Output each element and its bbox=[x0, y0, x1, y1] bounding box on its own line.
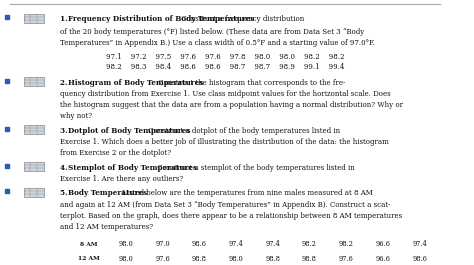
Text: Construct a frequency distribution: Construct a frequency distribution bbox=[179, 15, 304, 23]
Text: 1.: 1. bbox=[60, 15, 70, 23]
FancyBboxPatch shape bbox=[108, 237, 144, 251]
Text: Exercise 1. Which does a better job of illustrating the distribution of the data: Exercise 1. Which does a better job of i… bbox=[60, 138, 389, 146]
Text: 97.0: 97.0 bbox=[155, 240, 170, 248]
Text: 98.8: 98.8 bbox=[192, 255, 207, 263]
Text: 3.: 3. bbox=[60, 127, 70, 135]
Text: from Exercise 2 or the dotplot?: from Exercise 2 or the dotplot? bbox=[60, 149, 171, 157]
FancyBboxPatch shape bbox=[181, 251, 218, 265]
Text: Frequency Distribution of Body Temperatures: Frequency Distribution of Body Temperatu… bbox=[68, 15, 254, 23]
FancyBboxPatch shape bbox=[71, 237, 108, 251]
FancyBboxPatch shape bbox=[328, 251, 365, 265]
Text: 98.8: 98.8 bbox=[302, 255, 317, 263]
FancyBboxPatch shape bbox=[24, 77, 44, 86]
Text: 96.6: 96.6 bbox=[375, 255, 391, 263]
Text: 4.: 4. bbox=[60, 164, 70, 172]
FancyBboxPatch shape bbox=[24, 162, 44, 171]
Text: 98.0: 98.0 bbox=[118, 255, 133, 263]
Text: 97.4: 97.4 bbox=[228, 240, 244, 248]
Text: 8 AM: 8 AM bbox=[81, 242, 98, 247]
FancyBboxPatch shape bbox=[71, 251, 108, 265]
Text: Construct a stemplot of the body temperatures listed in: Construct a stemplot of the body tempera… bbox=[155, 164, 355, 172]
FancyBboxPatch shape bbox=[255, 251, 291, 265]
FancyBboxPatch shape bbox=[144, 237, 181, 251]
Text: 97.1    97.2    97.5    97.6    97.6    97.8    98.0    98.0    98.2    98.2: 97.1 97.2 97.5 97.6 97.6 97.8 98.0 98.0 … bbox=[106, 53, 345, 61]
Text: 97.4: 97.4 bbox=[265, 240, 280, 248]
FancyBboxPatch shape bbox=[291, 251, 328, 265]
Text: 98.6: 98.6 bbox=[412, 255, 427, 263]
Text: 98.8: 98.8 bbox=[265, 255, 280, 263]
Text: 98.0: 98.0 bbox=[118, 240, 133, 248]
Text: quency distribution from Exercise 1. Use class midpoint values for the horizonta: quency distribution from Exercise 1. Use… bbox=[60, 90, 390, 98]
Text: terplot. Based on the graph, does there appear to be a relationship between 8 AM: terplot. Based on the graph, does there … bbox=[60, 212, 402, 220]
Text: 98.0: 98.0 bbox=[228, 255, 244, 263]
FancyBboxPatch shape bbox=[365, 251, 401, 265]
FancyBboxPatch shape bbox=[401, 251, 438, 265]
FancyBboxPatch shape bbox=[401, 237, 438, 251]
Text: and 12 AM temperatures?: and 12 AM temperatures? bbox=[60, 223, 153, 231]
Text: Construct the histogram that corresponds to the fre-: Construct the histogram that corresponds… bbox=[156, 79, 346, 87]
FancyBboxPatch shape bbox=[144, 251, 181, 265]
Text: Dotplot of Body Temperatures: Dotplot of Body Temperatures bbox=[68, 127, 190, 135]
Text: 12 AM: 12 AM bbox=[78, 256, 100, 261]
Text: 98.2: 98.2 bbox=[302, 240, 317, 248]
Text: Histogram of Body Temperatures: Histogram of Body Temperatures bbox=[68, 79, 203, 87]
FancyBboxPatch shape bbox=[328, 237, 365, 251]
Text: Temperatures” in Appendix B.) Use a class width of 0.5°F and a starting value of: Temperatures” in Appendix B.) Use a clas… bbox=[60, 39, 374, 47]
Text: Stemplot of Body Temperatures: Stemplot of Body Temperatures bbox=[68, 164, 197, 172]
Text: 97.6: 97.6 bbox=[339, 255, 354, 263]
FancyBboxPatch shape bbox=[218, 237, 255, 251]
FancyBboxPatch shape bbox=[218, 251, 255, 265]
Text: 98.2: 98.2 bbox=[339, 240, 354, 248]
FancyBboxPatch shape bbox=[24, 125, 44, 134]
Text: Body Temperatures: Body Temperatures bbox=[68, 189, 147, 197]
Text: 98.2    98.3    98.4    98.6    98.6    98.7    98.7    98.9    99.1    99.4: 98.2 98.3 98.4 98.6 98.6 98.7 98.7 98.9 … bbox=[106, 64, 345, 72]
FancyBboxPatch shape bbox=[255, 237, 291, 251]
FancyBboxPatch shape bbox=[181, 237, 218, 251]
Text: 97.6: 97.6 bbox=[155, 255, 170, 263]
Text: why not?: why not? bbox=[60, 112, 92, 120]
Text: Exercise 1. Are there any outliers?: Exercise 1. Are there any outliers? bbox=[60, 175, 183, 183]
Text: the histogram suggest that the data are from a population having a normal distri: the histogram suggest that the data are … bbox=[60, 101, 402, 109]
Text: 98.6: 98.6 bbox=[192, 240, 207, 248]
Text: 2.: 2. bbox=[60, 79, 70, 87]
Text: 97.4: 97.4 bbox=[412, 240, 427, 248]
FancyBboxPatch shape bbox=[108, 251, 144, 265]
Text: Construct a dotplot of the body temperatures listed in: Construct a dotplot of the body temperat… bbox=[146, 127, 340, 135]
FancyBboxPatch shape bbox=[365, 237, 401, 251]
Text: and again at 12 AM (from Data Set 3 “Body Temperatures” in Appendix B). Construc: and again at 12 AM (from Data Set 3 “Bod… bbox=[60, 201, 390, 209]
FancyBboxPatch shape bbox=[291, 237, 328, 251]
FancyBboxPatch shape bbox=[24, 188, 44, 197]
Text: 5.: 5. bbox=[60, 189, 70, 197]
Text: 96.6: 96.6 bbox=[375, 240, 391, 248]
Text: Listed below are the temperatures from nine males measured at 8 AM: Listed below are the temperatures from n… bbox=[120, 189, 373, 197]
FancyBboxPatch shape bbox=[24, 14, 44, 23]
Text: of the 20 body temperatures (°F) listed below. (These data are from Data Set 3 “: of the 20 body temperatures (°F) listed … bbox=[60, 28, 364, 36]
